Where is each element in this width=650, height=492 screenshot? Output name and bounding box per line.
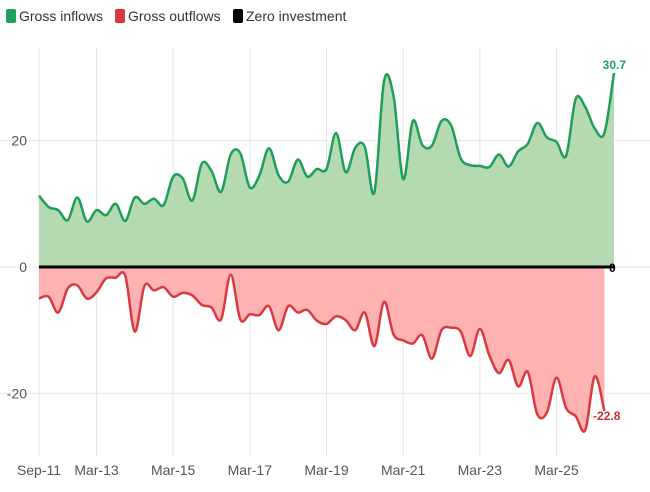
- line-outflows: [38, 271, 606, 433]
- legend-label-zero-investment: Zero investment: [246, 8, 346, 24]
- x-tick-label-4: Mar-19: [304, 462, 349, 478]
- legend-item-zero-investment[interactable]: Zero investment: [233, 8, 346, 24]
- legend-label-gross-outflows: Gross outflows: [128, 8, 221, 24]
- x-tick-label-3: Mar-17: [228, 462, 273, 478]
- x-tick-label-0: Sep-11: [17, 462, 61, 478]
- x-tick-label-6: Mar-23: [458, 462, 503, 478]
- legend-swatch-zero-investment: [233, 9, 243, 23]
- y-tick-label-2: 20: [11, 133, 27, 149]
- legend-item-gross-inflows[interactable]: Gross inflows: [6, 8, 103, 24]
- line-inflows: [38, 72, 616, 223]
- legend-label-gross-inflows: Gross inflows: [19, 8, 103, 24]
- y-axis-ticks: -20 0 20: [7, 133, 27, 402]
- legend-swatch-gross-inflows: [6, 9, 16, 23]
- x-tick-label-7: Mar-25: [534, 462, 579, 478]
- end-label-outflows: -22.8: [593, 409, 621, 423]
- x-tick-label-2: Mar-15: [151, 462, 196, 478]
- area-outflows: [39, 267, 605, 432]
- legend-item-gross-outflows[interactable]: Gross outflows: [115, 8, 221, 24]
- y-tick-label-1: 0: [19, 259, 27, 275]
- chart-legend: Gross inflows Gross outflows Zero invest…: [6, 8, 346, 24]
- end-label-zero: 0: [609, 261, 616, 275]
- legend-swatch-gross-outflows: [115, 9, 125, 23]
- x-axis-ticks: Sep-11 Mar-13 Mar-15 Mar-17 Mar-19 Mar-21 Mar-…: [17, 462, 579, 478]
- end-label-inflows: 30.7: [603, 58, 627, 72]
- x-tick-label-5: Mar-21: [381, 462, 426, 478]
- series-lines: [38, 72, 616, 433]
- x-tick-label-1: Mar-13: [74, 462, 119, 478]
- y-tick-label-0: -20: [7, 385, 27, 401]
